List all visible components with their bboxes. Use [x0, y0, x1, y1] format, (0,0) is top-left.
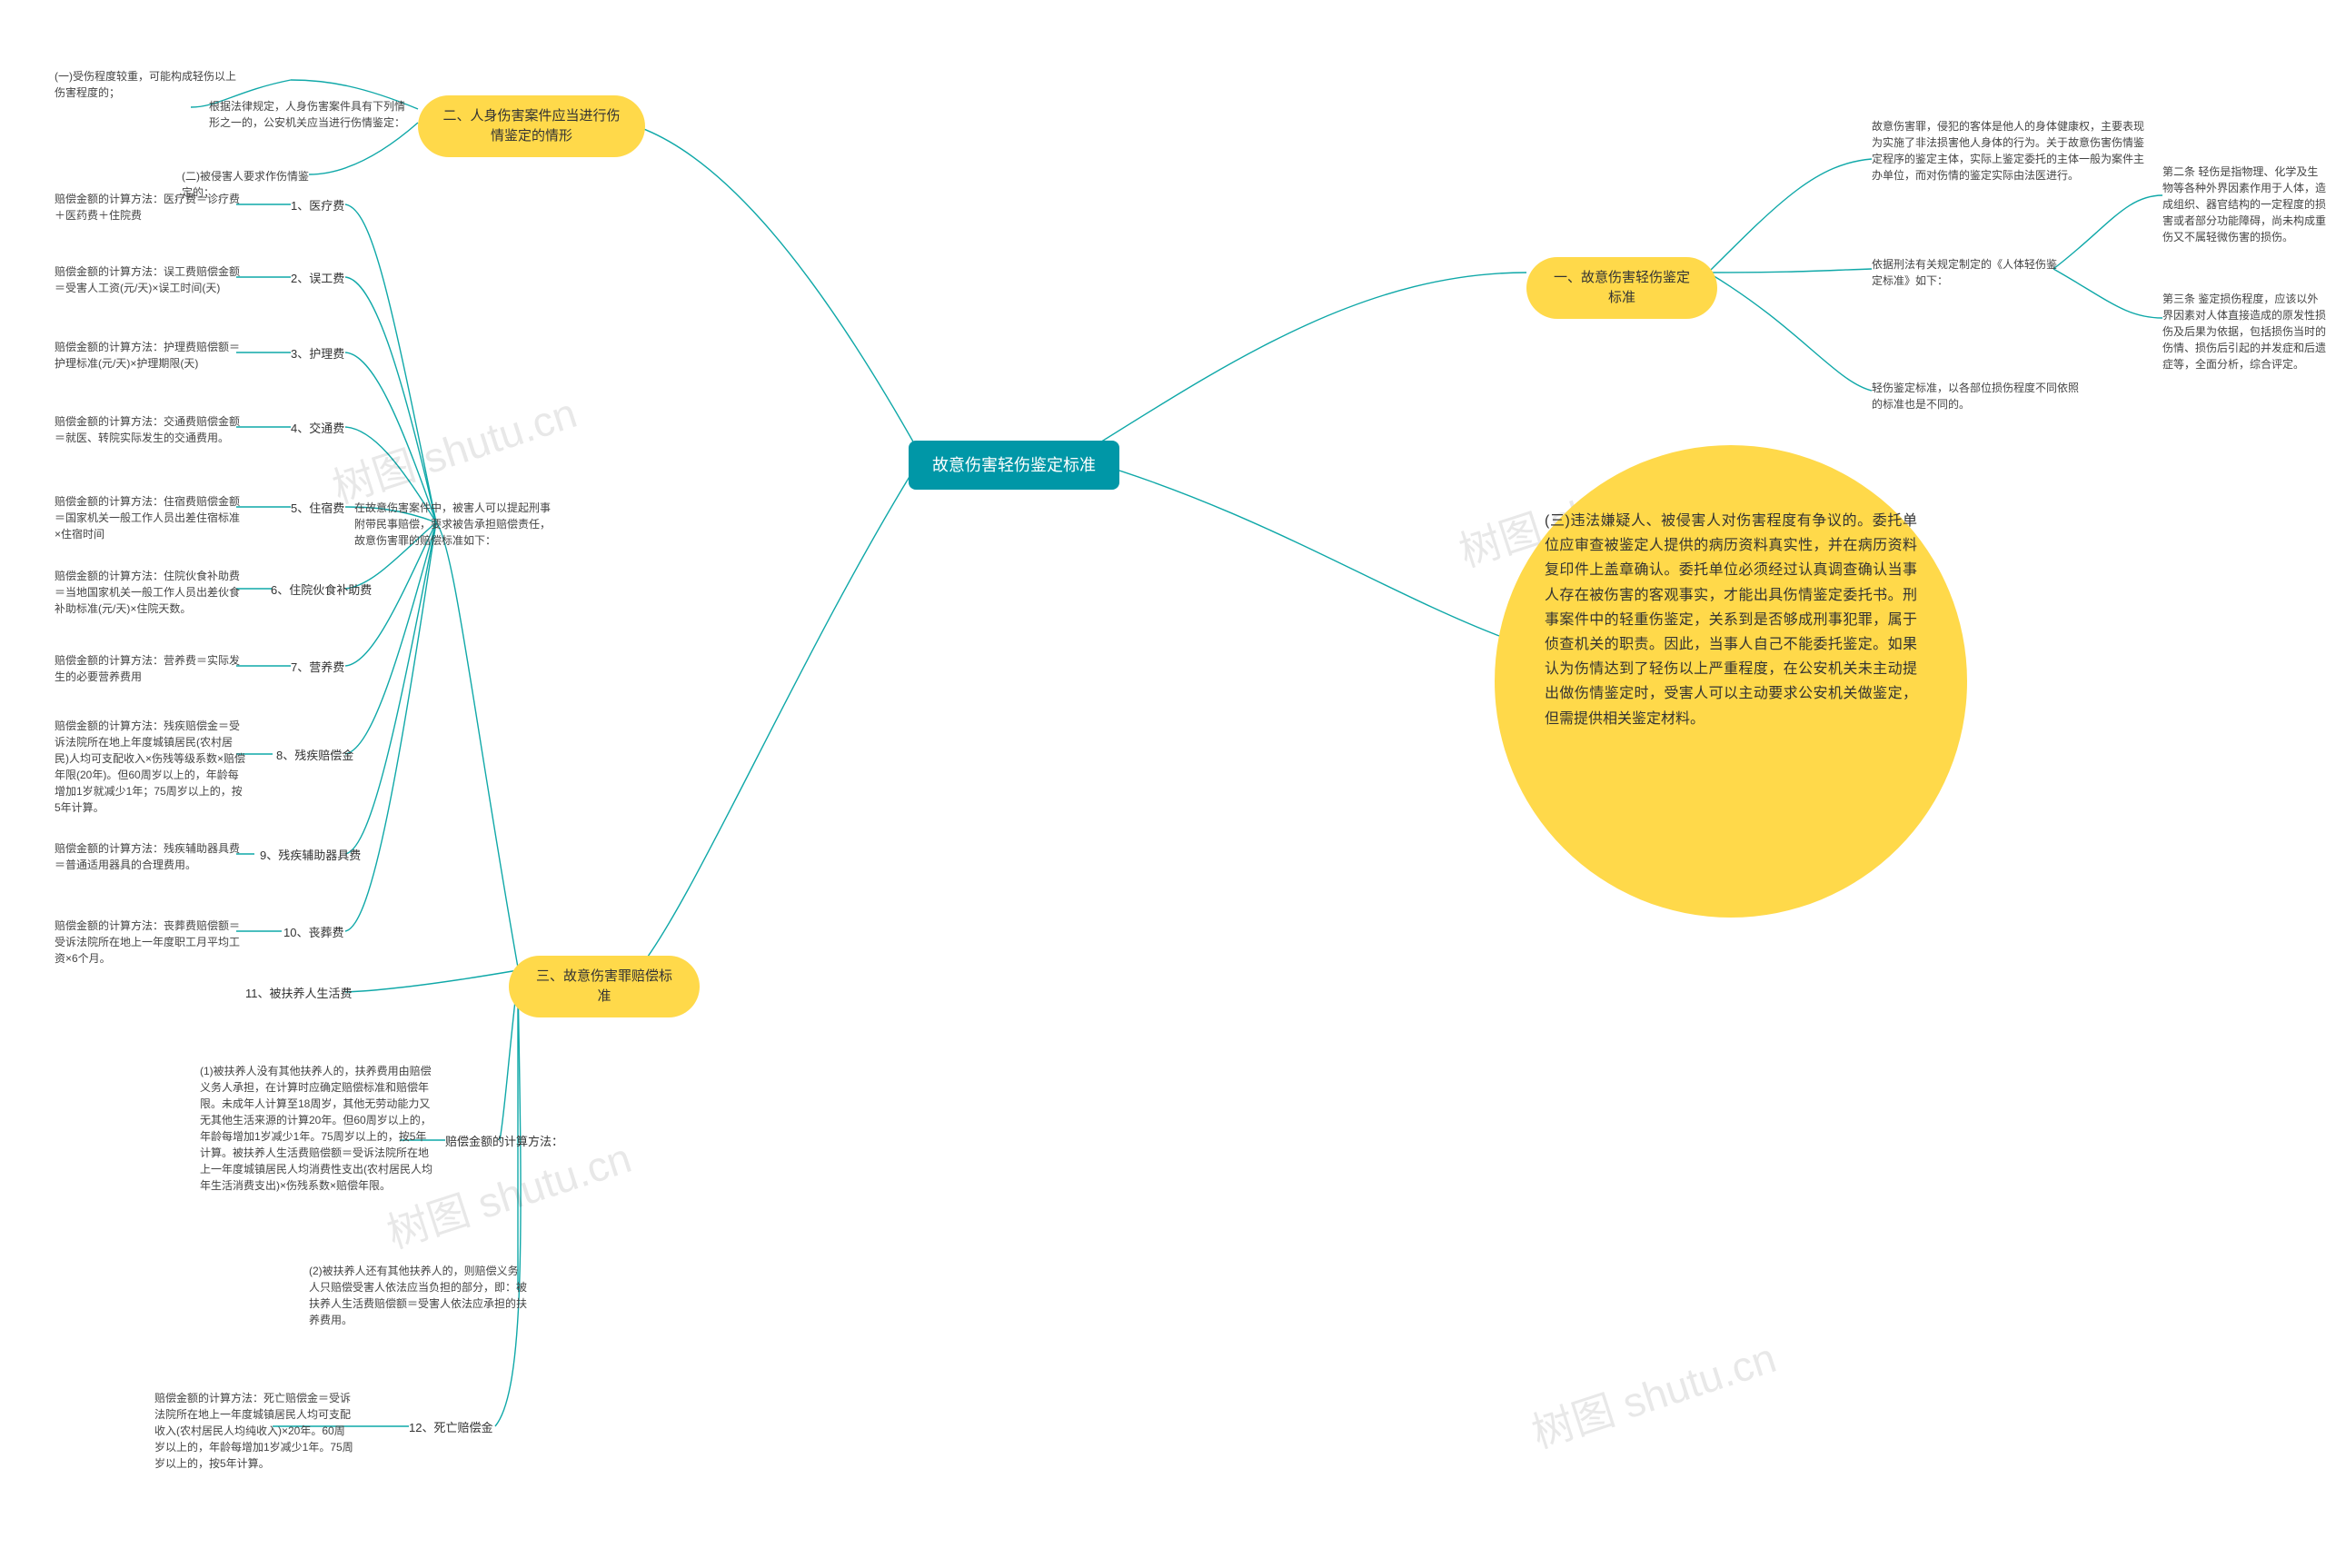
branch1-title: 一、故意伤害轻伤鉴定标准 — [1526, 257, 1717, 319]
branch3-num: 3、护理费 — [291, 346, 344, 363]
branch3-calc-label: 赔偿金额的计算方法： — [445, 1134, 563, 1151]
watermark: 树图 shutu.cn — [1524, 1325, 1783, 1461]
branch3-num: 8、残疾赔偿金 — [276, 748, 353, 765]
branch3-title: 三、故意伤害罪赔偿标准 — [509, 956, 700, 1017]
branch1-item: 第二条 轻伤是指物理、化学及生物等各种外界因素作用于人体，造成组织、器官结构的一… — [2162, 164, 2326, 245]
big-yellow-note: (三)违法嫌疑人、被侵害人对伤害程度有争议的。委托单位应审查被鉴定人提供的病历资… — [1495, 445, 1967, 918]
branch3-num: 12、死亡赔偿金 — [409, 1420, 492, 1437]
branch3-sub11: (2)被扶养人还有其他扶养人的，则赔偿义务人只赔偿受害人依法应当负担的部分，即：… — [309, 1263, 527, 1328]
branch3-calc: 赔偿金额的计算方法：残疾辅助器具费＝普通适用器具的合理费用。 — [55, 840, 245, 873]
branch3-calc: 赔偿金额的计算方法：误工费赔偿金额＝受害人工资(元/天)×误工时间(天) — [55, 263, 245, 296]
branch3-num: 4、交通费 — [291, 421, 344, 438]
branch3-calc: 赔偿金额的计算方法：交通费赔偿金额＝就医、转院实际发生的交通费用。 — [55, 413, 245, 446]
branch1-item: 第三条 鉴定损伤程度，应该以外界因素对人体直接造成的原发性损伤及后果为依据，包括… — [2162, 291, 2326, 372]
branch1-item: 轻伤鉴定标准，以各部位损伤程度不同依照的标准也是不同的。 — [1872, 380, 2081, 412]
branch3-num: 11、被扶养人生活费 — [245, 986, 353, 1003]
branch3-calc: 赔偿金额的计算方法：护理费赔偿额＝护理标准(元/天)×护理期限(天) — [55, 339, 245, 372]
center-node: 故意伤害轻伤鉴定标准 — [909, 441, 1119, 490]
branch3-calc: 赔偿金额的计算方法：医疗费＝诊疗费＋医药费＋住院费 — [55, 191, 245, 223]
branch3-calc: 赔偿金额的计算方法：营养费＝实际发生的必要营养费用 — [55, 652, 245, 685]
branch2-item-right: 根据法律规定，人身伤害案件具有下列情形之一的，公安机关应当进行伤情鉴定： — [209, 98, 409, 131]
branch1-item: 依据刑法有关规定制定的《人体轻伤鉴定标准》如下： — [1872, 256, 2063, 289]
branch3-num: 10、丧葬费 — [283, 925, 343, 942]
branch3-num: 2、误工费 — [291, 271, 344, 288]
branch1-item: 故意伤害罪，侵犯的客体是他人的身体健康权，主要表现为实施了非法损害他人身体的行为… — [1872, 118, 2144, 184]
branch3-calc: 赔偿金额的计算方法：残疾赔偿金＝受诉法院所在地上年度城镇居民(农村居民)人均可支… — [55, 718, 245, 816]
branch3-calc: 赔偿金额的计算方法：丧葬费赔偿额＝受诉法院所在地上一年度职工月平均工资×6个月。 — [55, 918, 245, 967]
branch3-num: 5、住宿费 — [291, 501, 344, 518]
watermark: 树图 shutu.cn — [324, 381, 583, 516]
branch3-num: 7、营养费 — [291, 660, 344, 677]
branch3-num: 1、医疗费 — [291, 198, 344, 215]
branch3-calc: 赔偿金额的计算方法：死亡赔偿金＝受诉法院所在地上一年度城镇居民人均可支配收入(农… — [154, 1390, 354, 1472]
branch3-sub11: (1)被扶养人没有其他扶养人的，扶养费用由赔偿义务人承担，在计算时应确定赔偿标准… — [200, 1063, 436, 1194]
branch2-title: 二、人身伤害案件应当进行伤情鉴定的情形 — [418, 95, 645, 157]
branch3-intro: 在故意伤害案件中，被害人可以提起刑事附带民事赔偿，要求被告承担赔偿责任，故意伤害… — [354, 500, 554, 549]
branch3-num: 6、住院伙食补助费 — [271, 582, 372, 600]
branch3-calc: 赔偿金额的计算方法：住宿费赔偿金额＝国家机关一般工作人员出差住宿标准×住宿时间 — [55, 493, 245, 542]
branch2-item: (一)受伤程度较重，可能构成轻伤以上伤害程度的； — [55, 68, 245, 101]
mindmap-connectors — [0, 0, 2326, 1568]
branch3-calc: 赔偿金额的计算方法：住院伙食补助费＝当地国家机关一般工作人员出差伙食补助标准(元… — [55, 568, 245, 617]
branch3-num: 9、残疾辅助器具费 — [260, 848, 361, 865]
